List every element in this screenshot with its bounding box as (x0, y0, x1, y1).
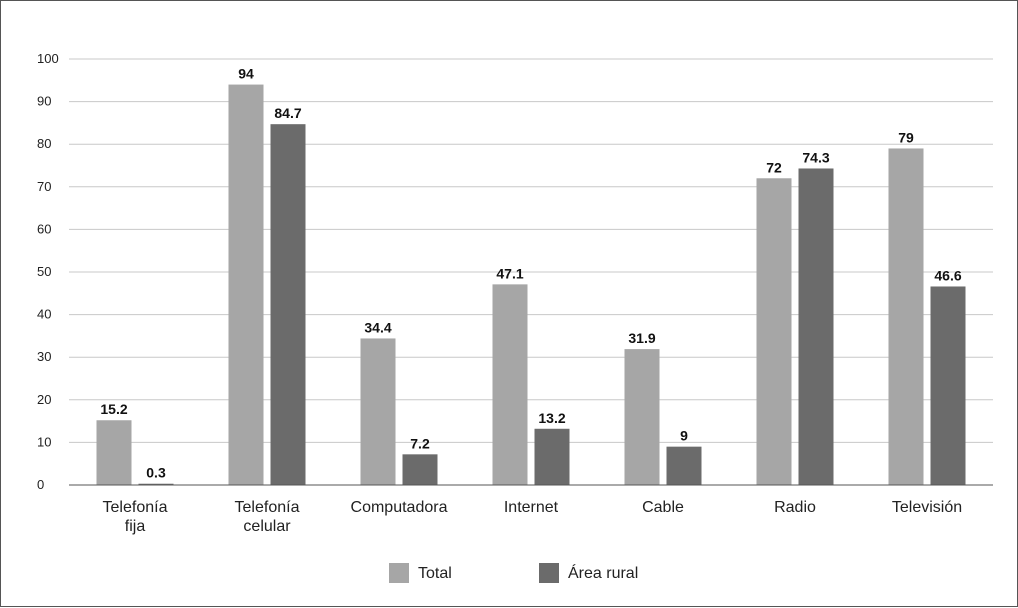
bar-total (492, 284, 528, 485)
legend-swatch (539, 563, 559, 583)
y-axis-ticks: 0 10 20 30 40 50 60 70 80 90 100 (37, 51, 59, 492)
bar-total (360, 338, 396, 485)
bar-total (96, 420, 132, 485)
x-category-label: Radio (774, 499, 816, 516)
data-label: 0.3 (146, 465, 166, 481)
y-tick-label: 100 (37, 51, 59, 66)
bar-rural (138, 483, 174, 485)
x-category-label: Telefonía celular (235, 499, 300, 535)
bar-total (756, 178, 792, 485)
data-label: 15.2 (100, 401, 127, 417)
bar-total (624, 349, 660, 485)
data-label: 9 (680, 428, 688, 444)
data-label: 84.7 (274, 105, 301, 121)
y-tick-label: 50 (37, 264, 51, 279)
bars (96, 84, 966, 485)
y-tick-label: 90 (37, 94, 51, 109)
data-label: 72 (766, 159, 782, 175)
x-category-label: Internet (504, 499, 559, 516)
bar-rural (666, 446, 702, 485)
y-tick-label: 0 (37, 477, 44, 492)
legend: Total Área rural (389, 563, 638, 583)
x-category-label: Televisión (892, 499, 962, 516)
data-label: 7.2 (410, 435, 430, 451)
y-tick-label: 70 (37, 179, 51, 194)
data-label: 46.6 (934, 267, 961, 283)
bar-total (228, 84, 264, 485)
data-labels: 15.2 0.3 94 84.7 34.4 7.2 47.1 13.2 31.9 9 72 74.3 7… (100, 66, 961, 481)
legend-label: Total (418, 565, 452, 582)
bar-rural (798, 168, 834, 485)
x-axis-categories: Telefonía fija Telefonía celular Computadora… (103, 499, 963, 535)
bar-rural (534, 428, 570, 485)
y-tick-label: 20 (37, 392, 51, 407)
legend-label: Área rural (568, 563, 638, 582)
legend-swatch (389, 563, 409, 583)
bar-rural (402, 454, 438, 485)
x-category-label: Computadora (351, 499, 448, 516)
data-label: 94 (238, 66, 254, 82)
y-tick-label: 10 (37, 434, 51, 449)
bar-total (888, 148, 924, 485)
y-tick-label: 80 (37, 136, 51, 151)
y-tick-label: 60 (37, 221, 51, 236)
y-tick-label: 40 (37, 307, 51, 322)
data-label: 31.9 (628, 330, 655, 346)
data-label: 13.2 (538, 410, 565, 426)
gridlines (69, 58, 993, 443)
bar-rural (270, 124, 306, 485)
x-category-label: Telefonía fija (103, 499, 168, 535)
y-tick-label: 30 (37, 349, 51, 364)
data-label: 74.3 (802, 149, 829, 165)
data-label: 34.4 (364, 319, 391, 335)
data-label: 79 (898, 129, 914, 145)
data-label: 47.1 (496, 265, 523, 281)
bar-rural (930, 286, 966, 485)
x-category-label: Cable (642, 499, 684, 516)
